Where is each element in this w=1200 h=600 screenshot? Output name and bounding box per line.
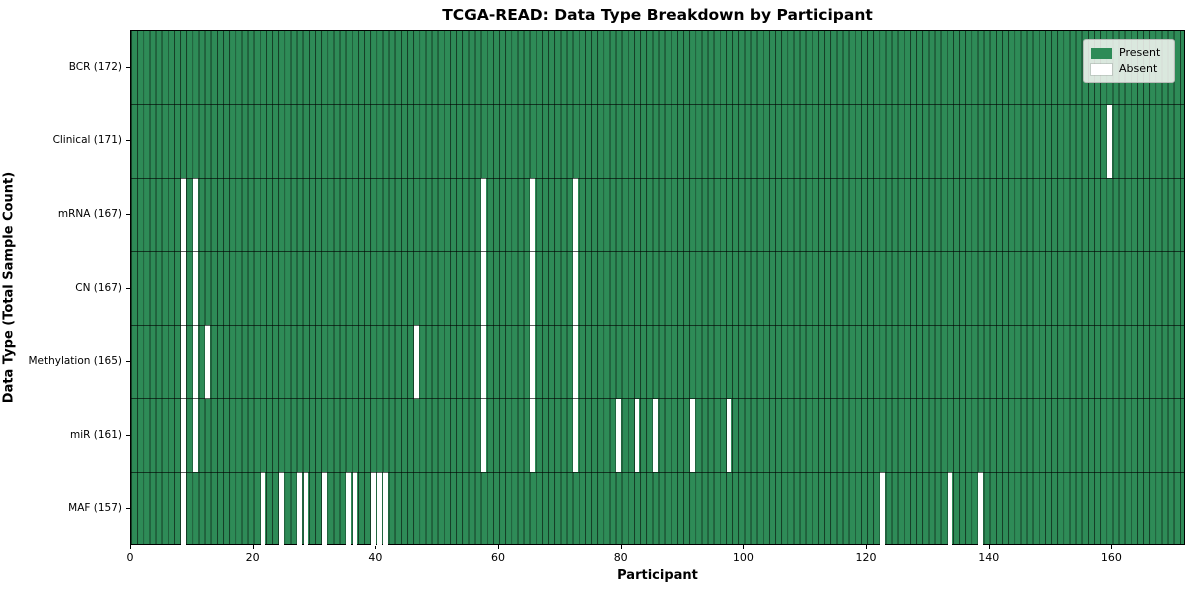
absent-bar xyxy=(180,251,186,326)
absent-bar xyxy=(726,398,732,473)
row-separator xyxy=(131,324,1184,326)
absent-bar xyxy=(634,398,640,473)
absent-bar xyxy=(978,472,983,546)
absent-bar xyxy=(573,398,579,473)
absent-bar xyxy=(530,251,536,326)
legend-entry-present: Present xyxy=(1091,45,1167,61)
absent-bar xyxy=(947,472,953,546)
absent-bar xyxy=(260,472,266,546)
y-tick-label: miR (161) xyxy=(69,428,122,441)
absent-bar xyxy=(180,472,186,546)
absent-bar xyxy=(193,251,198,326)
y-tick-mark xyxy=(126,361,130,363)
absent-bar xyxy=(413,325,419,399)
row-separator xyxy=(131,177,1184,179)
plot-area: Present Absent xyxy=(130,30,1185,546)
absent-bar xyxy=(193,398,198,473)
y-tick-label: Clinical (171) xyxy=(52,134,122,147)
y-tick-label: Methylation (165) xyxy=(28,355,122,368)
row-separator xyxy=(131,471,1184,474)
y-tick-label: mRNA (167) xyxy=(57,207,122,220)
absent-bar xyxy=(180,398,186,473)
y-tick-mark xyxy=(126,140,130,142)
absent-bar xyxy=(530,398,536,473)
absent-bar xyxy=(297,472,303,546)
absent-bar xyxy=(193,178,198,252)
x-axis-title: Participant xyxy=(617,568,698,583)
y-tick-mark xyxy=(126,434,130,436)
chart-title: TCGA-READ: Data Type Breakdown by Partic… xyxy=(442,6,873,24)
legend-entry-absent: Absent xyxy=(1090,61,1167,77)
x-tick-label: 100 xyxy=(732,551,754,564)
y-tick-mark xyxy=(126,287,130,289)
absent-bar xyxy=(653,398,658,473)
y-tick-label: MAF (157) xyxy=(68,502,122,515)
y-tick-mark xyxy=(126,508,130,510)
absent-bar xyxy=(303,472,309,546)
absent-bar xyxy=(530,325,536,399)
legend-label-present: Present xyxy=(1119,46,1161,59)
absent-swatch xyxy=(1090,62,1113,76)
present-swatch xyxy=(1091,47,1112,59)
x-tick-mark xyxy=(375,545,377,549)
absent-bar xyxy=(321,472,327,546)
legend: Present Absent xyxy=(1083,39,1175,83)
x-tick-mark xyxy=(498,545,500,549)
absent-bar xyxy=(383,472,388,546)
x-tick-label: 120 xyxy=(855,551,877,564)
y-tick-mark xyxy=(126,66,130,68)
x-tick-mark xyxy=(620,545,622,549)
absent-bar xyxy=(193,325,198,399)
row-separator xyxy=(131,398,1184,400)
absent-bar xyxy=(352,472,358,546)
absent-bar xyxy=(481,251,487,326)
absent-bar xyxy=(573,251,579,326)
absent-bar xyxy=(481,398,487,473)
x-tick-label: 0 xyxy=(126,551,134,564)
absent-bar xyxy=(180,178,186,252)
absent-bar xyxy=(573,325,579,399)
x-tick-label: 140 xyxy=(978,551,1000,564)
x-tick-label: 60 xyxy=(491,551,506,564)
x-tick-label: 80 xyxy=(613,551,628,564)
absent-bar xyxy=(616,398,622,473)
absent-bar xyxy=(573,178,579,252)
x-tick-mark xyxy=(1111,545,1113,549)
x-tick-mark xyxy=(743,545,745,549)
x-tick-mark xyxy=(866,545,868,549)
absent-bar xyxy=(481,325,487,399)
absent-bar xyxy=(689,398,695,473)
absent-bar xyxy=(180,325,186,399)
absent-bar xyxy=(880,472,885,546)
row-separator xyxy=(131,251,1184,253)
x-tick-mark xyxy=(252,545,254,549)
absent-bar xyxy=(1107,104,1112,179)
absent-bar xyxy=(371,472,376,546)
row-separator xyxy=(131,103,1184,106)
y-tick-mark xyxy=(126,213,130,215)
y-tick-label: BCR (172) xyxy=(68,60,122,73)
absent-bar xyxy=(279,472,284,546)
absent-bar xyxy=(205,325,211,399)
x-tick-label: 160 xyxy=(1100,551,1122,564)
absent-bar xyxy=(481,178,487,252)
x-tick-mark xyxy=(988,545,990,549)
absent-bar xyxy=(346,472,352,546)
absent-bar xyxy=(530,178,536,252)
x-tick-label: 20 xyxy=(245,551,260,564)
y-tick-label: CN (167) xyxy=(75,281,122,294)
x-tick-mark xyxy=(130,545,131,549)
x-tick-label: 40 xyxy=(368,551,383,564)
legend-label-absent: Absent xyxy=(1119,62,1158,75)
absent-bar xyxy=(377,472,382,546)
